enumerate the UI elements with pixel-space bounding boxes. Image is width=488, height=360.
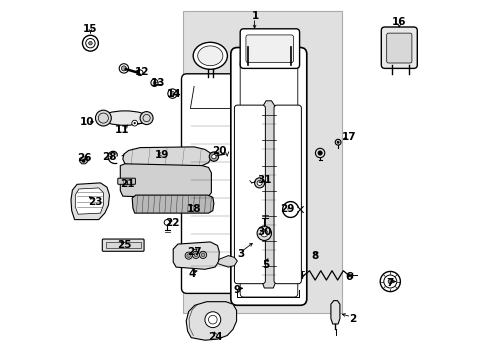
Text: 18: 18: [186, 204, 201, 214]
Circle shape: [119, 64, 128, 73]
Text: 13: 13: [150, 78, 165, 88]
Polygon shape: [261, 101, 276, 288]
Text: 25: 25: [117, 240, 131, 250]
Text: 30: 30: [257, 227, 271, 237]
FancyBboxPatch shape: [234, 105, 265, 284]
Circle shape: [211, 154, 216, 159]
Text: 16: 16: [391, 17, 406, 27]
Circle shape: [121, 66, 126, 71]
FancyBboxPatch shape: [240, 29, 299, 68]
Text: 26: 26: [77, 153, 91, 163]
Circle shape: [167, 89, 177, 98]
Polygon shape: [75, 188, 103, 214]
Circle shape: [317, 151, 322, 155]
FancyBboxPatch shape: [240, 59, 297, 297]
Circle shape: [151, 79, 158, 86]
Circle shape: [185, 252, 192, 259]
Circle shape: [192, 251, 199, 258]
Polygon shape: [71, 183, 109, 220]
Text: 4: 4: [188, 269, 196, 279]
Text: 28: 28: [102, 152, 117, 162]
Circle shape: [336, 141, 339, 143]
Polygon shape: [80, 157, 88, 164]
Text: 21: 21: [120, 179, 135, 189]
Text: 15: 15: [83, 24, 98, 34]
Circle shape: [186, 254, 190, 257]
Circle shape: [133, 122, 136, 124]
Circle shape: [153, 81, 156, 84]
Polygon shape: [173, 242, 219, 269]
Circle shape: [81, 159, 85, 163]
Circle shape: [88, 41, 92, 45]
Polygon shape: [122, 147, 211, 166]
Text: 27: 27: [186, 247, 201, 257]
Text: 23: 23: [88, 197, 102, 207]
Circle shape: [260, 230, 267, 237]
FancyBboxPatch shape: [273, 105, 301, 284]
Ellipse shape: [102, 111, 148, 125]
FancyBboxPatch shape: [181, 74, 239, 293]
Text: 2: 2: [348, 314, 355, 324]
Circle shape: [170, 91, 174, 96]
Circle shape: [204, 312, 220, 328]
Text: 17: 17: [341, 132, 355, 142]
Circle shape: [137, 70, 142, 76]
Polygon shape: [186, 302, 236, 340]
Circle shape: [387, 279, 392, 284]
Text: 14: 14: [166, 89, 181, 99]
Ellipse shape: [197, 46, 223, 66]
Polygon shape: [330, 301, 339, 324]
Text: 12: 12: [134, 67, 149, 77]
Text: 3: 3: [237, 249, 244, 259]
FancyBboxPatch shape: [183, 11, 341, 313]
Text: 22: 22: [165, 218, 180, 228]
Circle shape: [254, 178, 264, 188]
Circle shape: [199, 251, 206, 258]
Polygon shape: [132, 195, 213, 213]
Text: 6: 6: [345, 272, 352, 282]
Text: 31: 31: [257, 175, 271, 185]
Polygon shape: [217, 256, 237, 267]
Ellipse shape: [193, 42, 227, 69]
Circle shape: [257, 226, 271, 240]
FancyBboxPatch shape: [245, 35, 293, 63]
Text: 8: 8: [310, 251, 318, 261]
Circle shape: [132, 120, 137, 126]
FancyBboxPatch shape: [386, 33, 411, 63]
FancyBboxPatch shape: [230, 48, 306, 305]
FancyBboxPatch shape: [102, 239, 144, 251]
Text: 10: 10: [80, 117, 94, 127]
Circle shape: [257, 180, 262, 185]
Text: 5: 5: [262, 260, 269, 270]
Text: 1: 1: [251, 11, 258, 21]
Circle shape: [95, 110, 111, 126]
FancyBboxPatch shape: [105, 242, 141, 248]
Text: 20: 20: [212, 146, 226, 156]
Text: 29: 29: [280, 204, 294, 214]
Text: 11: 11: [115, 125, 129, 135]
Text: 19: 19: [154, 150, 168, 160]
Circle shape: [209, 152, 218, 161]
Text: 7: 7: [386, 278, 393, 288]
Text: 24: 24: [208, 332, 223, 342]
Circle shape: [140, 112, 153, 125]
Circle shape: [194, 253, 197, 257]
FancyBboxPatch shape: [381, 27, 416, 68]
Polygon shape: [120, 164, 211, 199]
FancyBboxPatch shape: [118, 178, 135, 184]
Text: 9: 9: [233, 285, 241, 295]
Circle shape: [201, 253, 204, 257]
